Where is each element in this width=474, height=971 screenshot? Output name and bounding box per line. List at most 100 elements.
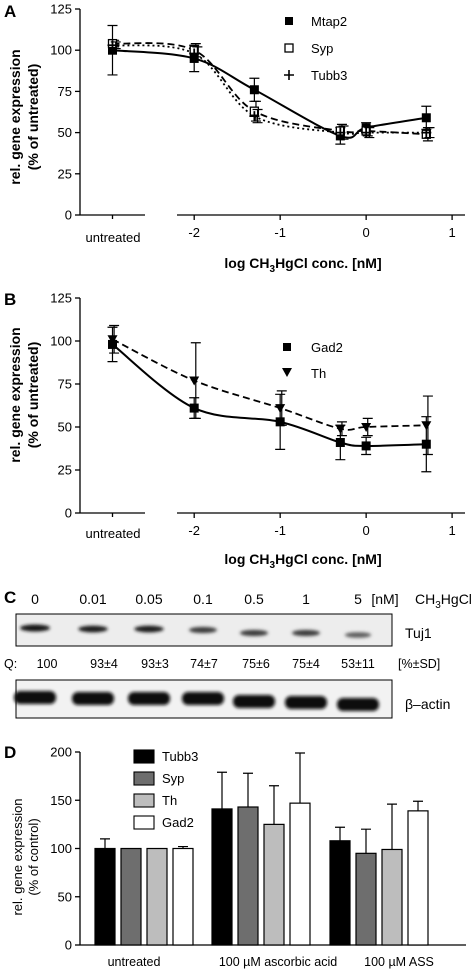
panel-a-y-ticks: 0 25 50 75 100 125 <box>50 2 80 223</box>
quant-unit-label: [%±SD] <box>398 657 440 671</box>
panel-d-y-ticks: 0 50 100 150 200 <box>50 745 80 953</box>
marker-th <box>361 423 372 432</box>
bar-gad2-untreated <box>172 847 194 946</box>
panel-b-axes <box>79 298 465 517</box>
panel-b-untreated-label: untreated <box>86 526 141 541</box>
panel-label-c: C <box>4 588 16 607</box>
legend-label-gad2: Gad2 <box>311 340 343 355</box>
beta-actin-band <box>14 691 56 704</box>
bar-tubb3-100-m-ascorbic-acid <box>211 808 233 946</box>
beta-actin-band <box>72 692 114 705</box>
y-tick-label: 50 <box>58 420 72 435</box>
y-tick-label: 125 <box>50 291 72 306</box>
blot-quantification-values: 100 93±4 93±3 74±7 75±6 75±4 53±11 <box>37 657 375 671</box>
marker-gad2 <box>335 437 345 447</box>
tuj1-band <box>20 624 50 632</box>
bar-gad2-100-m-ascorbic-acid <box>289 802 311 946</box>
marker-gad2 <box>189 403 199 413</box>
legend-label-th: Th <box>311 366 326 381</box>
bar-gad2-100-m-ass <box>407 810 429 946</box>
concentration-label: 0.01 <box>79 591 106 607</box>
beta-actin-bands <box>14 691 379 711</box>
panel-b-curves <box>111 338 427 447</box>
category-label: 100 µM ascorbic acid <box>219 955 337 969</box>
category-label: 100 µM ASS <box>364 955 434 969</box>
x-tick-label: 1 <box>448 225 455 240</box>
legend-marker-tubb3 <box>284 70 294 80</box>
panel-d: D rel. gene expression (% of control) 0 5… <box>4 743 466 969</box>
blot-compound-label: CH3HgCl <box>415 591 472 611</box>
beta-actin-band <box>285 696 327 709</box>
beta-actin-band <box>128 692 170 705</box>
marker-th <box>335 424 346 434</box>
tuj1-band <box>292 629 320 637</box>
legend-label-mtap2: Mtap2 <box>311 14 347 29</box>
fit-curve-mtap2 <box>112 49 427 139</box>
error-bar-gad2-100-m-ascorbic-acid <box>295 752 305 804</box>
panel-a-ylabel: rel. gene expression (% of untreated) <box>7 49 41 184</box>
panel-a-x-ticks: -2 -1 0 1 <box>188 215 456 240</box>
y-tick-label: 100 <box>50 841 72 856</box>
category-label: untreated <box>108 955 161 969</box>
marker-gad2 <box>421 439 431 449</box>
panel-a: A rel. gene expression (% of untreated) … <box>4 2 465 275</box>
marker-th <box>275 404 286 414</box>
panel-b: B rel. gene expression (% of untreated) … <box>4 290 465 571</box>
tuj1-band <box>240 629 268 637</box>
tuj1-band <box>78 625 108 633</box>
bar-syp-untreated <box>120 847 142 946</box>
quantification-value: 74±7 <box>190 657 218 671</box>
marker-th <box>107 335 118 345</box>
panel-label-d: D <box>4 743 16 762</box>
beta-actin-band <box>182 692 224 705</box>
bar-th-100-m-ascorbic-acid <box>263 823 285 946</box>
legend-marker-th <box>282 368 292 377</box>
y-tick-label: 150 <box>50 793 72 808</box>
fit-curve-tubb3 <box>112 44 427 135</box>
panel-a-untreated-label: untreated <box>86 230 141 245</box>
legend-label-th: Th <box>162 793 177 808</box>
panel-d-ylabel-line1: rel. gene expression <box>10 798 25 915</box>
panel-d-ylabel-line2: (% of control) <box>26 818 41 895</box>
x-tick-label: 0 <box>363 225 370 240</box>
legend-label-syp: Syp <box>162 771 184 786</box>
legend-marker-gad2 <box>283 343 291 351</box>
y-tick-label: 50 <box>58 125 72 140</box>
bar-syp-100-m-ass <box>355 852 377 946</box>
error-bar-tubb3-100-m-ass <box>335 826 345 841</box>
tuj1-band <box>134 625 164 633</box>
error-bar-th-100-m-ascorbic-acid <box>269 785 279 825</box>
panel-b-ylabel-line2: (% of untreated) <box>25 342 41 449</box>
quantification-value: 100 <box>37 657 58 671</box>
marker-th <box>189 376 200 386</box>
quantification-value: 93±3 <box>141 657 169 671</box>
marker-mtap2 <box>249 85 259 95</box>
panel-b-x-ticks: -2 -1 0 1 <box>188 513 456 538</box>
panel-b-legend: Gad2 Th <box>282 340 343 381</box>
panel-a-ylabel-line1: rel. gene expression <box>7 49 23 184</box>
bar-th-untreated <box>146 847 168 946</box>
quant-prefix: Q: <box>4 657 17 671</box>
legend-marker-syp <box>284 43 294 53</box>
panel-label-b: B <box>4 290 16 309</box>
marker-tubb3 <box>421 127 432 138</box>
panel-b-ylabel-line1: rel. gene expression <box>7 327 23 462</box>
bar-tubb3-100-m-ass <box>329 840 351 946</box>
y-tick-label: 25 <box>58 463 72 478</box>
tuj1-band <box>344 632 372 638</box>
y-tick-label: 75 <box>58 84 72 99</box>
panel-a-curves <box>112 42 427 139</box>
y-tick-label: 0 <box>65 506 72 521</box>
marker-tubb3 <box>249 111 260 122</box>
panel-c: C 0 0.01 0.05 0.1 0.5 1 5 [nM] CH3HgCl Tuj1 Q:… <box>4 588 472 719</box>
panel-b-ylabel: rel. gene expression (% of untreated) <box>7 327 41 462</box>
error-bar-tubb3-100-m-ascorbic-acid <box>217 771 227 809</box>
y-tick-label: 25 <box>58 166 72 181</box>
concentration-label: 0 <box>31 591 39 607</box>
y-tick-label: 0 <box>65 938 72 953</box>
marker-mtap2 <box>421 113 431 123</box>
x-tick-label: -2 <box>188 523 200 538</box>
panel-a-points <box>107 24 435 145</box>
marker-tubb3 <box>361 127 372 138</box>
